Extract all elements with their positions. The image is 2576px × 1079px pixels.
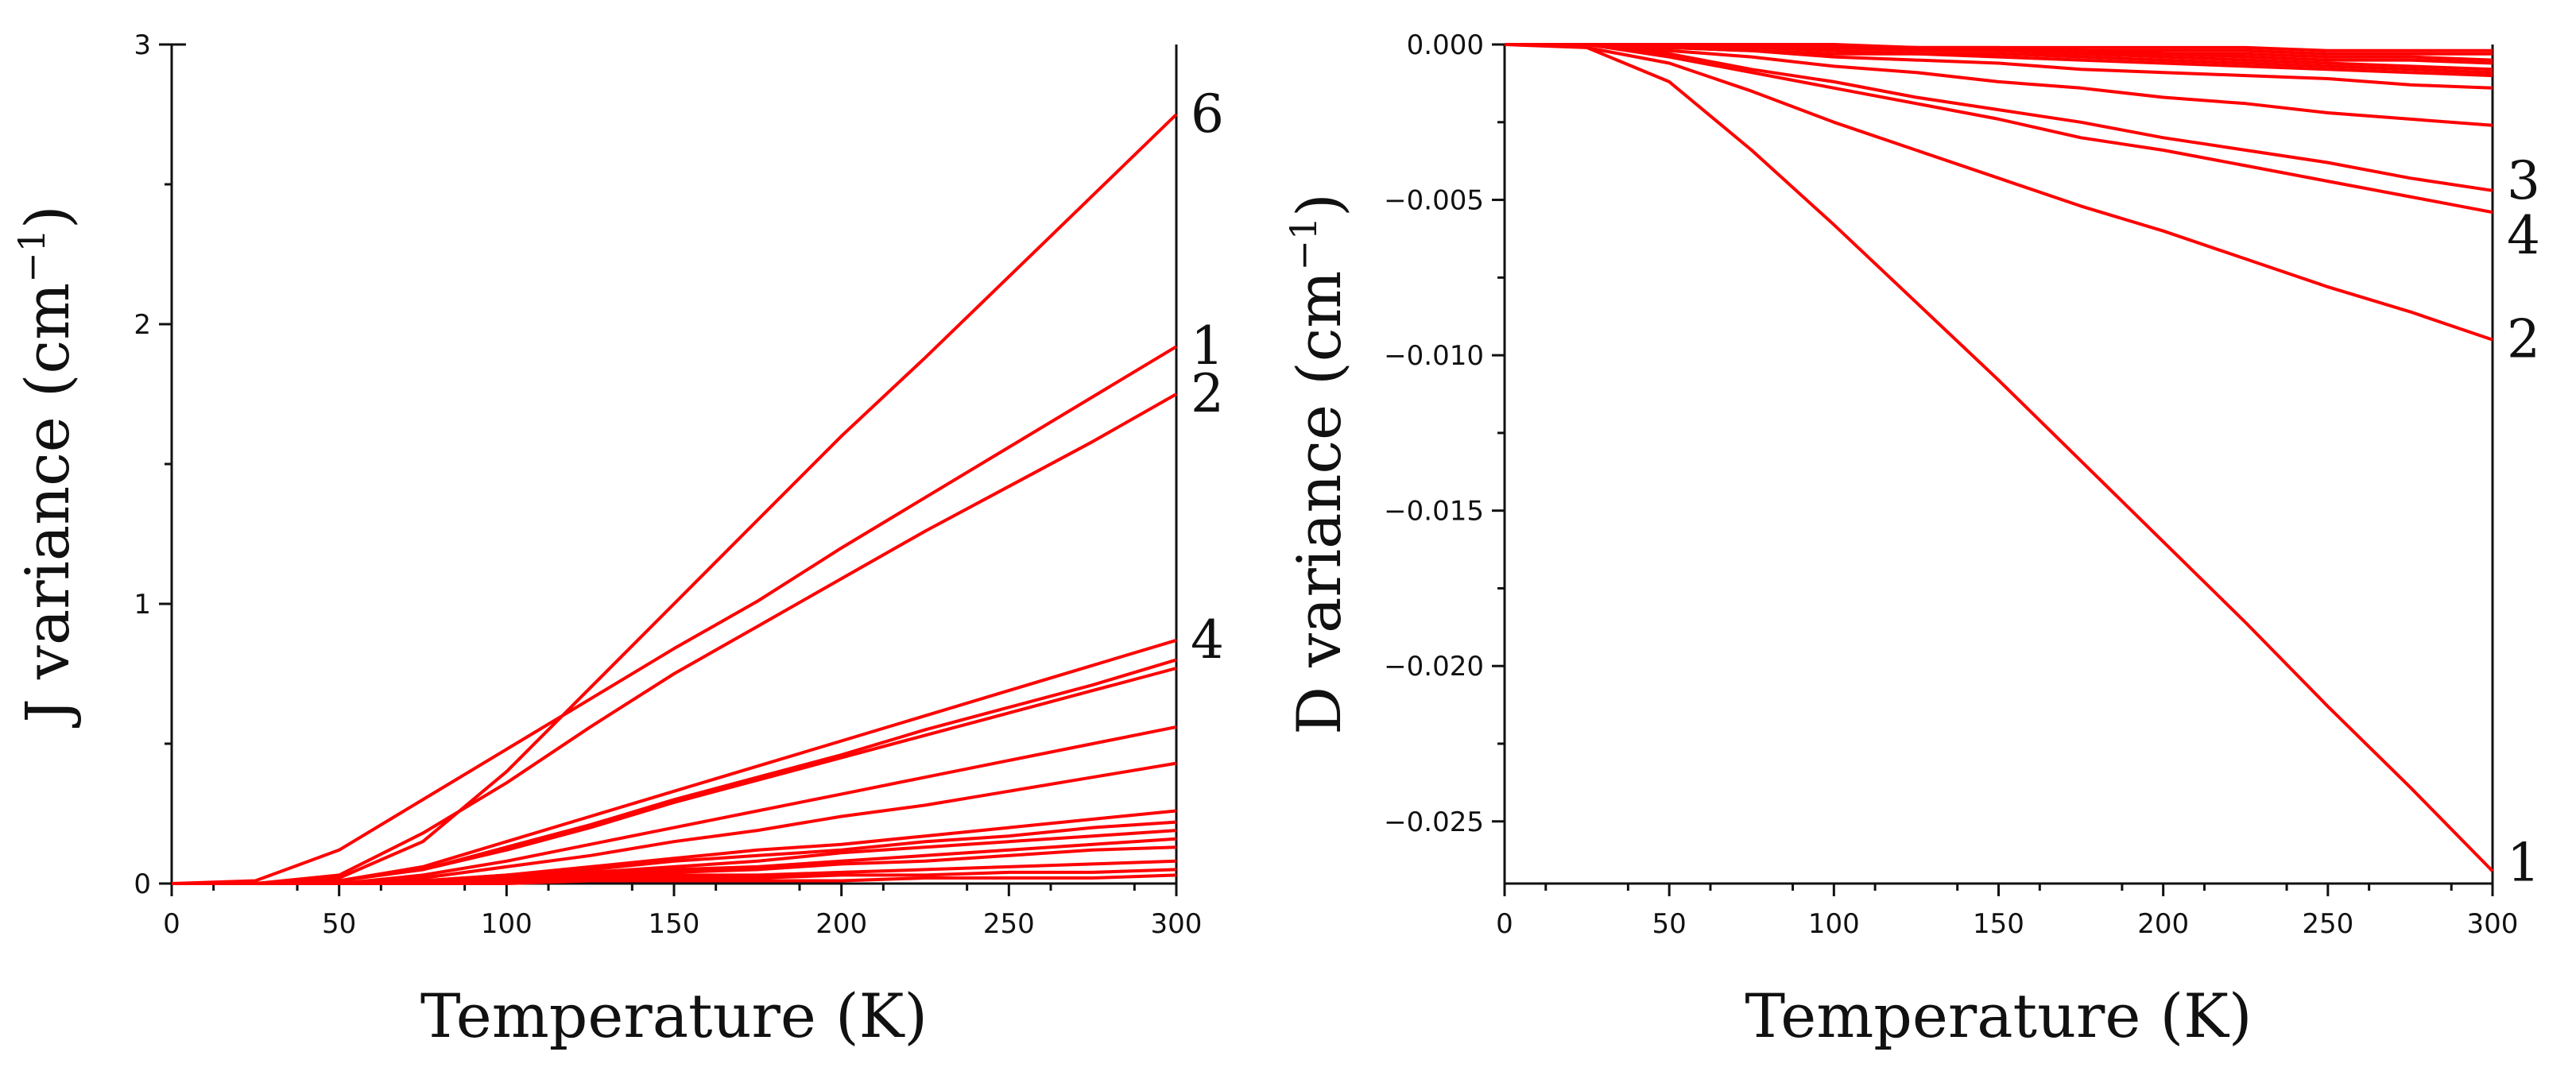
x-tick-label: 300	[2467, 908, 2519, 940]
d-series-line-12	[1505, 43, 2493, 52]
x-tick-label: 150	[649, 908, 700, 940]
j-series-label-2: 2	[1191, 363, 1224, 424]
y-tick-label: 1	[134, 589, 151, 621]
d-series-line-7	[1505, 43, 2493, 75]
x-tick-label: 100	[1808, 908, 1860, 940]
d-series-label-4: 4	[2507, 205, 2540, 266]
x-tick-label: 0	[1496, 908, 1513, 940]
y-tick-label: 0	[134, 868, 151, 900]
j-series-line-1	[171, 345, 1178, 885]
y-axis-title-text: J variance (cm	[12, 283, 83, 729]
d-series-line-1	[1504, 43, 2493, 342]
d-series-label-1: 1	[2507, 832, 2540, 893]
y-tick-label: 3	[134, 29, 151, 61]
j-series-line-5	[172, 667, 1177, 885]
y-tick-label: −0.020	[1384, 651, 1484, 683]
y-axis-title-superscript: −1	[1282, 217, 1325, 271]
j-series-label-1: 1	[1191, 315, 1224, 377]
y-tick-label: 0.000	[1407, 29, 1484, 61]
x-tick-label: 50	[322, 908, 356, 940]
x-tick-label: 300	[1151, 908, 1203, 940]
y-tick-label: −0.025	[1384, 806, 1484, 838]
d-series-line-2	[1505, 43, 2493, 215]
y-tick-label: −0.015	[1384, 496, 1484, 528]
j-series-line-3	[172, 638, 1177, 885]
x-tick-label: 50	[1652, 908, 1687, 940]
x-tick-label: 250	[2302, 908, 2353, 940]
d-series-label-3: 3	[2507, 150, 2540, 211]
x-axis-title: Temperature (K)	[1745, 980, 2252, 1051]
y-axis-title: D variance (cm−1)	[1282, 193, 1354, 735]
x-tick-label: 200	[2137, 908, 2189, 940]
d-series-line-0	[1505, 43, 2494, 872]
y-axis-title-superscript: −1	[10, 229, 53, 283]
d-series-label-2: 2	[2507, 309, 2540, 370]
x-tick-label: 0	[163, 908, 180, 940]
d-series-line-3	[1505, 43, 2493, 192]
y-tick-label: −0.010	[1384, 340, 1484, 372]
j-series-line-2	[172, 393, 1177, 885]
x-tick-label: 200	[815, 908, 867, 940]
x-axis-title: Temperature (K)	[420, 980, 928, 1051]
y-tick-label: −0.005	[1384, 185, 1484, 217]
x-tick-label: 150	[1973, 908, 2024, 940]
d-variance-panel: 0 50 100 150 200 250 300 0.000 −0.005 −0.010 −0.01…	[1282, 29, 2540, 1051]
d-series-line-4	[1505, 43, 2493, 127]
y-axis-title-text: D variance (cm	[1284, 271, 1354, 735]
x-tick-label: 250	[983, 908, 1035, 940]
y-axis-title: J variance (cm−1)	[10, 205, 83, 728]
y-tick-label: 2	[134, 309, 151, 341]
j-series-label-4: 4	[1191, 609, 1224, 671]
x-tick-label: 100	[481, 908, 533, 940]
j-series-line-0	[172, 113, 1178, 885]
j-series-line-15	[172, 873, 1177, 885]
y-axis-title-close: )	[1284, 193, 1354, 217]
j-series-label-6: 6	[1191, 83, 1224, 145]
y-axis-title-close: )	[12, 205, 83, 229]
